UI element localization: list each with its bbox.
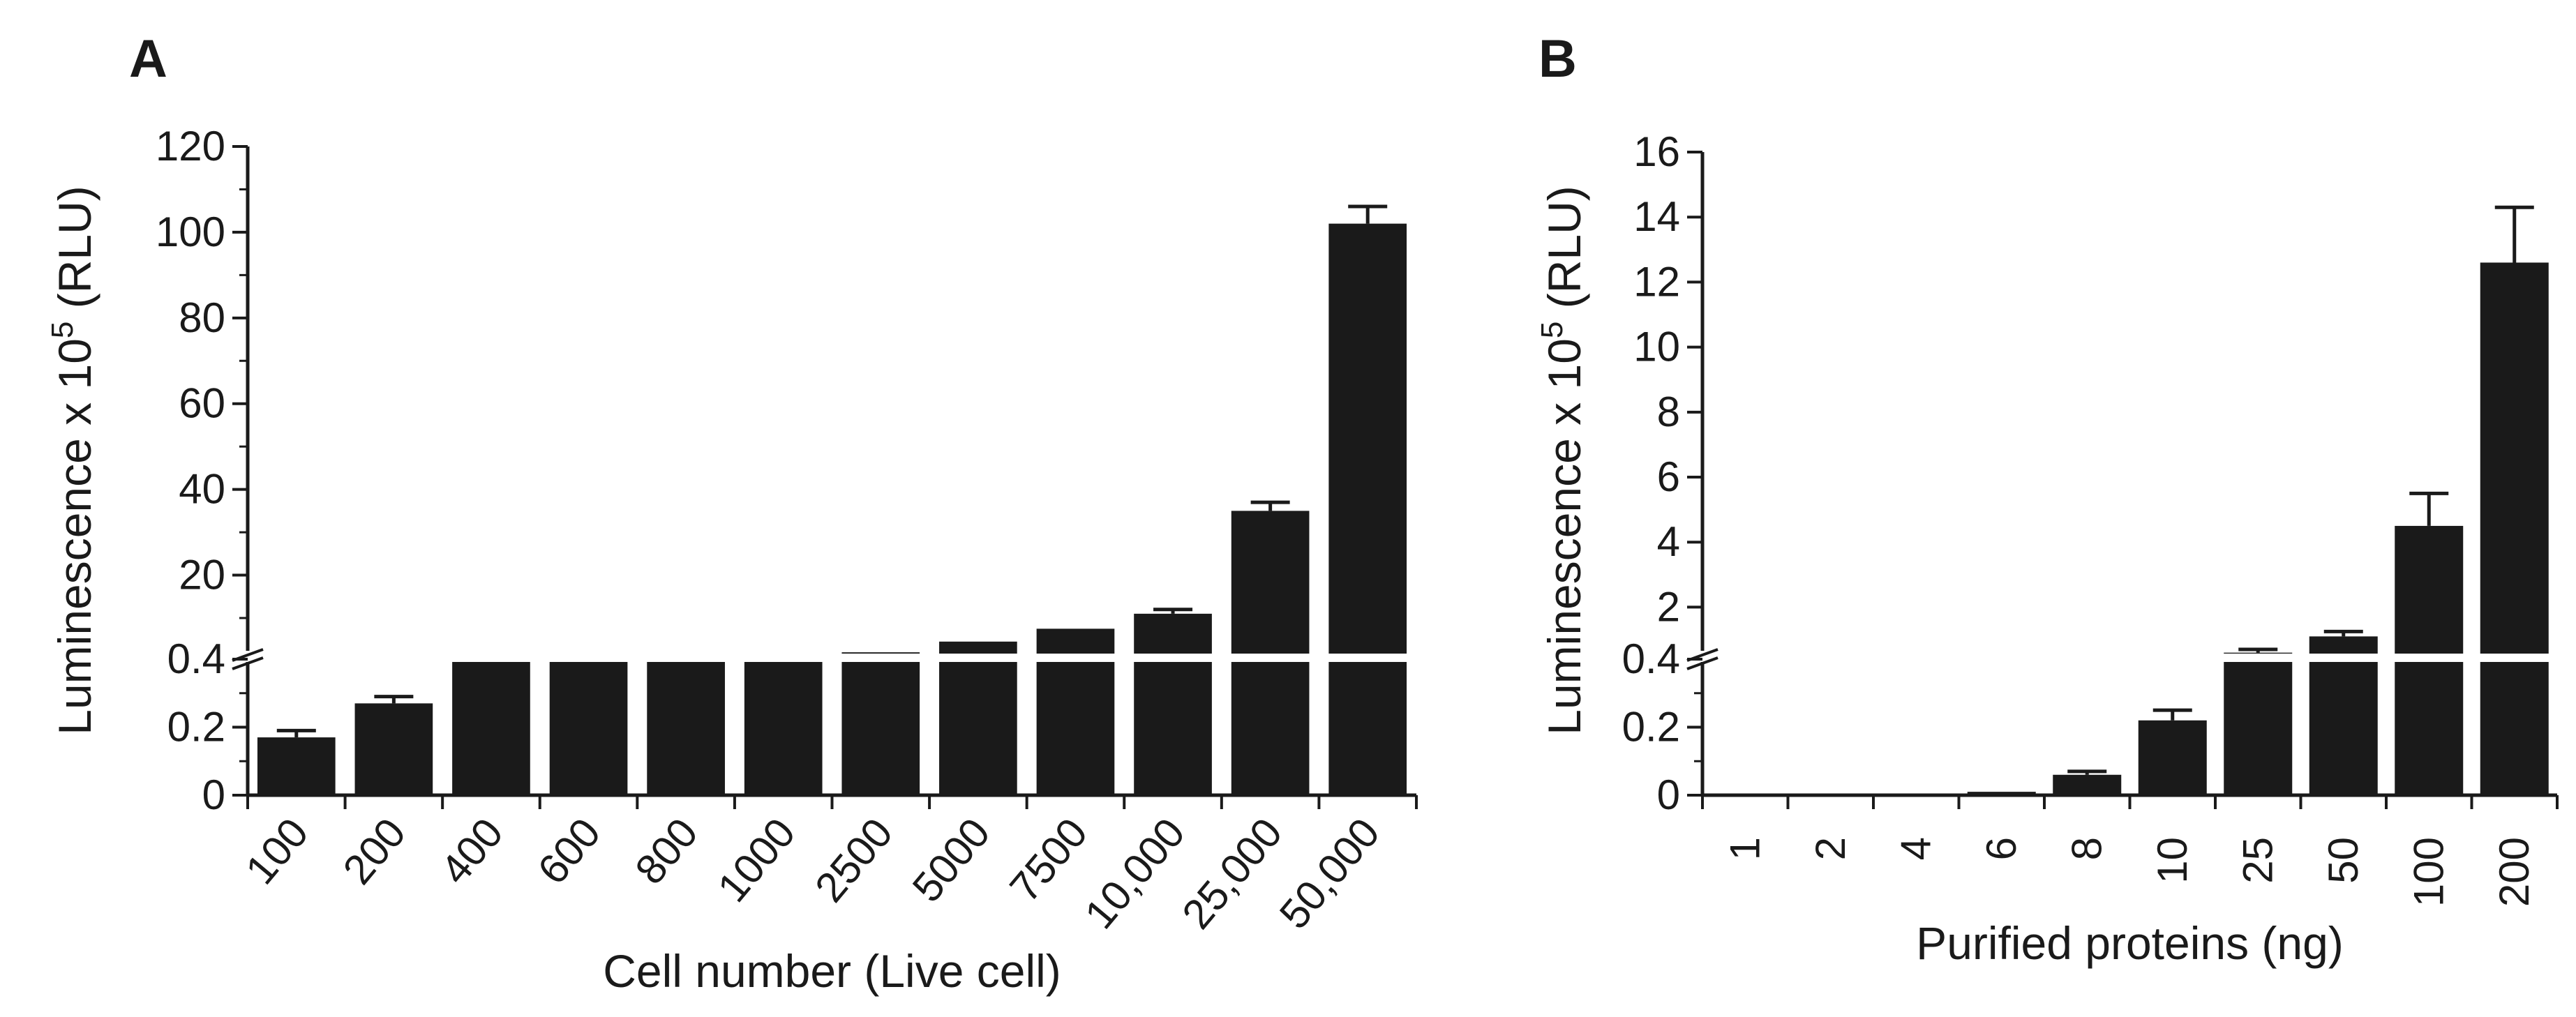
x-tick-label: 600 [529,809,610,893]
y-tick-label: 40 [179,466,225,513]
bar [2480,262,2549,795]
y-tick-label: 60 [179,380,225,427]
bar [744,656,823,795]
y-axis-label-tail: (RLU) [1538,186,1590,321]
y-tick-label: 0.4 [167,635,225,682]
y-tick-label: 0 [202,771,225,818]
axis-break-mark [232,656,264,670]
y-axis-label: Luminescence x 105 (RLU) [45,186,100,734]
bar [2138,720,2207,795]
x-tick-label: 50,000 [1271,809,1388,937]
bar [452,658,530,795]
y-tick-label: 0.2 [1622,704,1680,751]
x-tick-label: 4 [1892,837,1939,860]
y-tick-label: 8 [1657,389,1680,435]
y-tick-label: 0.2 [167,704,225,751]
y-tick-label: 20 [179,552,225,598]
x-axis-label: Purified proteins (ng) [1916,917,2344,969]
x-tick-label: 800 [626,809,707,893]
y-axis-label-main: Luminescence x 10 [49,338,100,735]
y-tick-label: 14 [1633,193,1680,240]
bar [549,658,628,795]
x-axis-label: Cell number (Live cell) [603,945,1061,997]
y-tick-label: 2 [1657,583,1680,630]
x-tick-label: 2 [1807,837,1854,860]
x-tick-label: 25 [2234,837,2281,884]
x-tick-label: 400 [431,809,512,893]
axis-break-gap [227,654,1423,662]
y-axis-label: Luminescence x 105 (RLU) [1535,186,1590,734]
panel-label: A [129,29,167,89]
x-tick-label: 8 [2063,837,2110,860]
y-tick-label: 0.4 [1622,635,1680,682]
y-tick-label: 80 [179,294,225,341]
x-tick-label: 1 [1721,837,1768,860]
bar [354,703,433,795]
bar [1134,613,1212,795]
x-tick-label: 25,000 [1173,809,1291,937]
bar [1328,223,1407,795]
x-tick-label: 100 [2405,837,2452,907]
x-tick-label: 200 [2491,837,2538,907]
bar [257,737,336,795]
y-tick-label: 100 [156,209,225,255]
x-tick-label: 10,000 [1076,809,1194,937]
x-tick-label: 7500 [1001,809,1096,910]
bar [2224,652,2293,795]
y-axis-label-sup: 5 [1535,322,1569,338]
bar [939,641,1017,795]
axis-break-mark [1686,656,1718,670]
bar [2053,774,2122,795]
y-tick-label: 4 [1657,518,1680,565]
bar [2309,636,2378,795]
x-tick-label: 6 [1978,837,2025,860]
y-tick-label: 16 [1633,128,1680,175]
bar [647,656,725,795]
bar [1231,511,1310,795]
x-tick-label: 50 [2320,837,2367,884]
y-axis-label-tail: (RLU) [49,186,100,321]
y-axis-label-sup: 5 [45,322,80,338]
x-tick-label: 10 [2149,837,2196,884]
y-axis-label-main: Luminescence x 10 [1538,338,1590,735]
y-tick-label: 10 [1633,324,1680,370]
x-tick-label: 5000 [904,809,999,910]
bar [841,652,920,795]
x-tick-label: 1000 [709,809,804,910]
axis-break-gap [1682,654,2564,662]
y-tick-label: 120 [156,123,225,170]
y-tick-label: 6 [1657,453,1680,500]
y-tick-label: 12 [1633,258,1680,305]
x-tick-label: 100 [237,809,317,893]
y-tick-label: 0 [1657,771,1680,818]
x-tick-label: 2500 [806,809,901,910]
panel-label: B [1538,29,1577,89]
x-tick-label: 200 [334,809,415,893]
